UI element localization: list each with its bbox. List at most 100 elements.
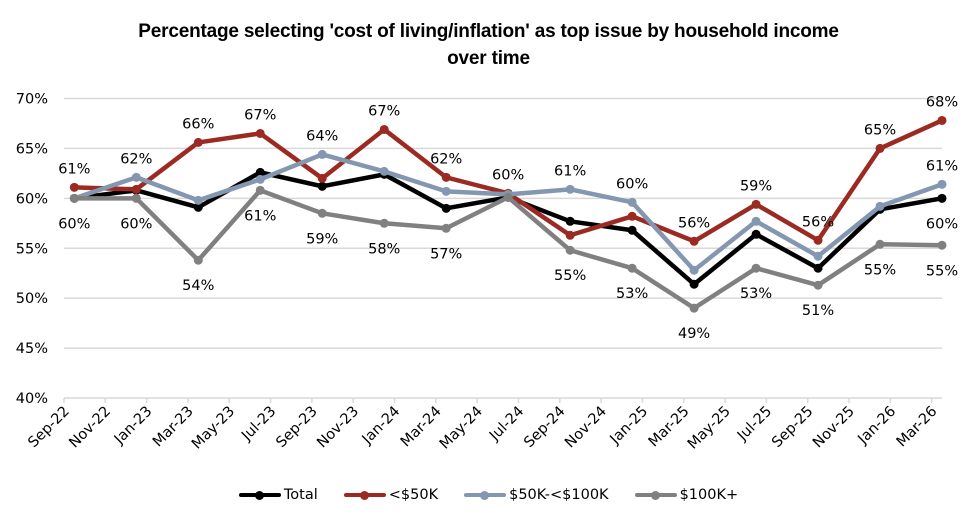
data-point	[441, 172, 451, 182]
data-label: 51%	[802, 303, 834, 319]
data-point	[751, 229, 761, 239]
legend-marker	[359, 490, 369, 500]
data-point	[379, 124, 389, 134]
data-point	[255, 167, 265, 177]
data-point	[317, 173, 327, 183]
data-point	[689, 303, 699, 313]
x-tick-label: Mar-26	[894, 404, 941, 451]
legend-swatch	[343, 488, 386, 502]
data-point	[689, 236, 699, 246]
data-point	[255, 128, 265, 138]
data-point	[565, 184, 575, 194]
x-tick-label: Nov-22	[66, 404, 114, 452]
data-point	[937, 115, 947, 125]
data-label: 61%	[554, 163, 586, 179]
data-label: 60%	[926, 216, 958, 232]
data-labels: 61% 60% 62% 60% 66% 54% 67% 61% 64% 59% 67% 58% 62% 5…	[58, 94, 958, 342]
x-tick-label: Nov-24	[562, 404, 610, 452]
data-point	[193, 255, 203, 265]
x-tick-label: Sep-24	[521, 404, 568, 451]
data-point	[193, 137, 203, 147]
data-label: 62%	[430, 151, 462, 167]
data-point	[627, 263, 637, 273]
data-label: 59%	[306, 231, 338, 247]
data-label: 60%	[616, 176, 648, 192]
x-tick-label: May-25	[685, 404, 734, 453]
data-point	[627, 197, 637, 207]
data-label: 64%	[306, 128, 338, 144]
legend-swatch	[464, 488, 507, 502]
data-label: 60%	[492, 167, 524, 183]
data-label: 61%	[244, 208, 276, 224]
data-label: 53%	[616, 286, 648, 302]
data-point	[255, 185, 265, 195]
data-label: 67%	[244, 107, 276, 123]
x-tick-label: Jan-23	[111, 404, 156, 449]
legend-label: $50K-<$100K	[509, 487, 609, 503]
y-axis: 40% 45% 50% 55% 60% 65% 70%	[16, 92, 48, 408]
legend: Total <$50K $50K-<$100K $100K+	[0, 487, 977, 503]
data-point	[255, 174, 265, 184]
data-point	[441, 223, 451, 233]
y-tick-label: 60%	[16, 191, 48, 207]
legend-item: <$50K	[343, 487, 439, 503]
data-label: 60%	[120, 216, 152, 232]
chart-title: Percentage selecting 'cost of living/inf…	[0, 18, 977, 72]
legend-swatch	[634, 488, 677, 502]
legend-label: $100K+	[679, 487, 739, 503]
x-tick-label: Jan-24	[359, 404, 404, 449]
data-point	[317, 149, 327, 159]
y-tick-label: 65%	[16, 141, 48, 157]
legend-marker	[480, 490, 490, 500]
legend-item: $50K-<$100K	[464, 487, 609, 503]
series-lines	[69, 115, 947, 313]
y-tick-label: 45%	[16, 341, 48, 357]
y-tick-label: 70%	[16, 92, 48, 108]
data-label: 61%	[58, 161, 90, 177]
data-label: 67%	[368, 103, 400, 119]
data-point	[875, 143, 885, 153]
x-tick-label: Jan-25	[607, 404, 652, 449]
legend-label: <$50K	[388, 487, 439, 503]
data-point	[875, 201, 885, 211]
data-label: 57%	[430, 246, 462, 262]
data-label: 68%	[926, 94, 958, 110]
x-tick-label: May-23	[189, 404, 238, 453]
x-tick-label: Jan-26	[855, 404, 900, 449]
legend-item: Total	[238, 487, 318, 503]
data-label: 62%	[120, 151, 152, 167]
data-point	[751, 216, 761, 226]
data-point	[565, 216, 575, 226]
data-point	[627, 211, 637, 221]
data-point	[689, 279, 699, 289]
data-point	[379, 166, 389, 176]
series-100k	[69, 185, 947, 313]
data-point	[937, 240, 947, 250]
data-point	[751, 199, 761, 209]
y-tick-label: 40%	[16, 391, 48, 407]
data-point	[813, 251, 823, 261]
data-label: 66%	[182, 116, 214, 132]
data-point	[69, 193, 79, 203]
data-label: 55%	[926, 263, 958, 279]
x-tick-label: Nov-23	[314, 404, 362, 452]
data-point	[875, 239, 885, 249]
data-point	[131, 172, 141, 182]
data-label: 49%	[678, 326, 710, 342]
data-point	[379, 218, 389, 228]
data-point	[813, 263, 823, 273]
data-label: 56%	[678, 215, 710, 231]
data-label: 55%	[864, 262, 896, 278]
data-point	[689, 265, 699, 275]
chart-title-line-1: Percentage selecting 'cost of living/inf…	[138, 21, 839, 42]
x-tick-label: Sep-23	[273, 404, 320, 451]
data-point	[131, 184, 141, 194]
data-label: 53%	[740, 286, 772, 302]
data-label: 55%	[554, 268, 586, 284]
data-point	[813, 280, 823, 290]
data-label: 58%	[368, 241, 400, 257]
x-tick-label: Sep-22	[25, 404, 72, 451]
y-tick-label: 50%	[16, 291, 48, 307]
